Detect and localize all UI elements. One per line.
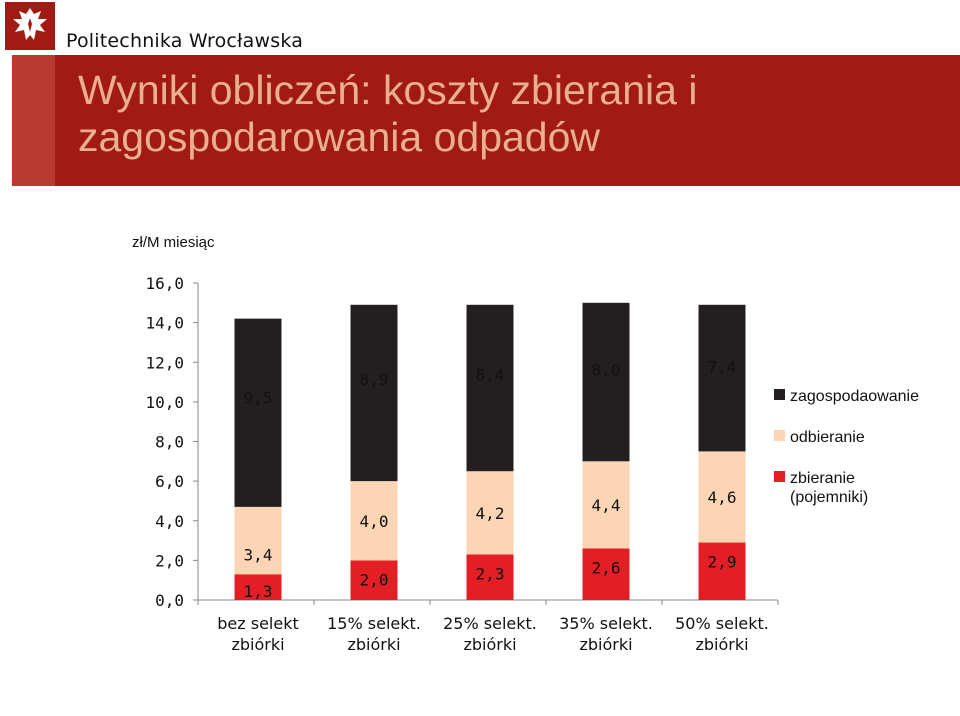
data-label: 4,4 — [592, 496, 621, 515]
x-tick-label: zbiórki — [579, 635, 632, 654]
bar-segment — [350, 304, 398, 482]
header: Politechnika Wrocławska — [0, 0, 960, 55]
bar-segment — [234, 318, 282, 507]
data-label: 4,2 — [476, 504, 505, 523]
bar-segment — [582, 302, 630, 462]
y-tick-label: 16,0 — [145, 274, 184, 293]
data-label: 1,3 — [244, 582, 273, 601]
y-tick-label: 12,0 — [145, 353, 184, 372]
eagle-crest-icon — [5, 2, 55, 50]
bars: 1,3 3,4 9,5 2,0 4,0 8,9 2,3 4,2 8,4 2,6 4,4 8,0 2,9 4… — [234, 302, 746, 601]
data-label: 4,0 — [360, 512, 389, 531]
x-tick-label: 25% selekt. — [443, 614, 537, 633]
university-name: Politechnika Wrocławska — [66, 30, 304, 52]
x-tick-label: 50% selekt. — [675, 614, 769, 633]
bar-segment — [466, 554, 514, 600]
bar-segment — [698, 451, 746, 543]
x-tick-label: zbiórki — [695, 635, 748, 654]
bar-segment — [234, 574, 282, 600]
x-tick-label: zbiórki — [463, 635, 516, 654]
left-edge — [12, 186, 55, 716]
x-tick-label: zbiórki — [347, 635, 400, 654]
data-label: 2,6 — [592, 558, 621, 577]
bar-segment — [582, 548, 630, 600]
legend-label: zagospodaowanie — [790, 388, 919, 405]
data-label: 8,0 — [592, 360, 621, 379]
bar-segment — [350, 481, 398, 561]
legend-label: (pojemniki) — [790, 489, 868, 506]
bar-segment — [698, 304, 746, 452]
data-label: 2,3 — [476, 564, 505, 583]
y-tick-label: 4,0 — [155, 512, 184, 531]
bar-segment — [582, 461, 630, 549]
slide-title: Wyniki obliczeń: koszty zbierania i zago… — [78, 67, 698, 160]
legend-label: zbieranie — [790, 470, 855, 487]
data-label: 7,4 — [708, 357, 737, 376]
x-tick-label: bez selekt — [217, 614, 299, 633]
data-label: 8,4 — [476, 366, 505, 385]
x-tick-label: 35% selekt. — [559, 614, 653, 633]
y-tick-label: 0,0 — [155, 591, 184, 610]
y-axis-label: zł/M miesiąc — [132, 234, 215, 251]
legend-label: odbieranie — [790, 429, 865, 446]
bar-segment — [698, 542, 746, 600]
bar-segment — [466, 471, 514, 555]
y-tick-label: 10,0 — [145, 393, 184, 412]
bar-segment — [466, 304, 514, 472]
legend-swatch — [774, 389, 785, 400]
title-band — [12, 55, 960, 186]
bar-segment — [350, 560, 398, 600]
legend-swatch — [774, 430, 785, 441]
x-tick-label: 15% selekt. — [327, 614, 421, 633]
legend-swatch — [774, 471, 785, 482]
bar-segment — [234, 506, 282, 575]
y-tick-label: 2,0 — [155, 551, 184, 570]
x-axis-labels: bez selekt zbiórki 15% selekt. zbiórki 25% s… — [217, 614, 769, 654]
x-tick-label: zbiórki — [231, 635, 284, 654]
legend: zagospodaowanie odbieranie zbieranie (pojem… — [774, 388, 919, 506]
data-label: 3,4 — [244, 546, 273, 565]
data-label: 8,9 — [360, 370, 389, 389]
data-label: 2,0 — [360, 570, 389, 589]
data-label: 2,9 — [708, 553, 737, 572]
data-label: 9,5 — [244, 389, 273, 408]
y-tick-label: 8,0 — [155, 433, 184, 452]
y-tick-label: 14,0 — [145, 314, 184, 333]
y-tick-label: 6,0 — [155, 472, 184, 491]
data-label: 4,6 — [708, 488, 737, 507]
